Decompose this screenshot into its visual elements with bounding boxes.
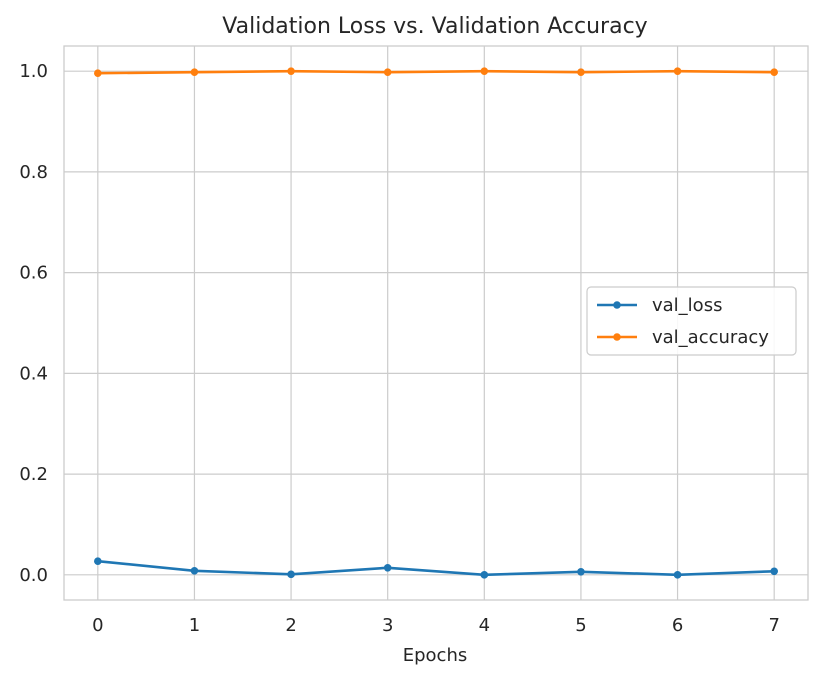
data-point	[190, 566, 199, 575]
legend-marker	[613, 333, 621, 341]
x-tick-label: 7	[768, 615, 779, 636]
y-tick-label: 0.0	[19, 565, 48, 586]
x-tick-label: 6	[672, 615, 683, 636]
data-point	[673, 571, 682, 579]
data-point	[287, 67, 295, 75]
data-point	[577, 567, 585, 576]
plot-area	[63, 45, 809, 601]
data-point	[480, 67, 489, 75]
data-point	[383, 68, 392, 76]
x-tick-label: 2	[285, 615, 296, 636]
data-point	[577, 68, 585, 76]
x-tick-label: 1	[189, 615, 200, 636]
data-point	[480, 571, 489, 579]
data-point	[190, 68, 199, 76]
tick-labels: 0 1 2 3 4 5 6 7 0.0 0.2 0.4 0.6 0.8 1.0	[19, 61, 780, 636]
data-point	[770, 68, 778, 76]
data-point	[770, 567, 778, 576]
legend-item: val_accuracy	[597, 327, 769, 348]
y-tick-label: 0.8	[19, 162, 48, 183]
x-axis-label: Epochs	[403, 645, 468, 666]
series-line	[97, 69, 775, 75]
data-point	[287, 570, 295, 579]
data-point	[94, 69, 102, 77]
legend-box	[586, 286, 797, 356]
series-line	[97, 559, 775, 577]
x-tick-label: 3	[382, 615, 393, 636]
series-val_loss	[94, 557, 778, 579]
x-tick-label: 5	[575, 615, 586, 636]
y-tick-label: 1.0	[19, 61, 48, 82]
data-point	[383, 563, 392, 572]
legend-marker	[613, 301, 621, 309]
y-tick-label: 0.6	[19, 263, 48, 284]
data-point	[673, 67, 682, 75]
legend: val_loss val_accuracy	[586, 286, 797, 356]
legend-label: val_accuracy	[652, 327, 769, 348]
series-layer	[94, 67, 778, 579]
y-tick-label: 0.4	[19, 363, 48, 384]
legend-item: val_loss	[597, 295, 722, 316]
x-tick-label: 0	[92, 615, 103, 636]
chart-title: Validation Loss vs. Validation Accuracy	[222, 14, 647, 39]
x-tick-label: 4	[479, 615, 490, 636]
data-point	[94, 557, 102, 566]
y-tick-label: 0.2	[19, 464, 48, 485]
legend-label: val_loss	[652, 295, 722, 316]
series-val_accuracy	[94, 67, 778, 77]
